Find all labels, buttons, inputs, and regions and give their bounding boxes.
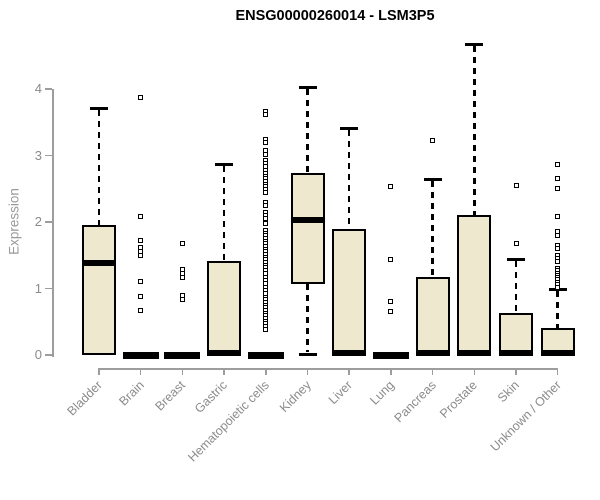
y-tick-label-2: 2 <box>34 214 42 229</box>
outlier-skin-1 <box>513 240 519 246</box>
whisker-high-cap-skin <box>507 257 525 261</box>
y-tick-label-1: 1 <box>34 280 42 296</box>
whisker-high-prostate <box>473 45 476 216</box>
y-tick-label-4: 4 <box>34 81 42 96</box>
outlier-skin-0 <box>513 182 519 188</box>
whisker-high-cap-kidney <box>298 86 317 89</box>
box-kidney <box>290 173 325 284</box>
outlier-brain-2 <box>138 238 144 244</box>
y-tick-label-3: 3 <box>34 147 42 163</box>
outlier-hematopoietic-cells-8 <box>263 163 269 169</box>
outlier-lung-1 <box>388 256 394 262</box>
y-tick-1 <box>45 287 52 290</box>
whisker-low-cap-kidney <box>298 352 317 356</box>
median-gastric <box>207 350 242 356</box>
outlier-hematopoietic-cells-59 <box>263 326 269 332</box>
box-liver <box>332 228 367 355</box>
box-pancreas <box>415 277 450 355</box>
whisker-high-cap-bladder <box>90 106 108 110</box>
whisker-high-gastric <box>222 166 226 262</box>
outlier-unknown-other-10 <box>555 259 561 265</box>
median-kidney <box>290 217 325 223</box>
x-tick-pancreas <box>431 368 434 375</box>
outlier-hematopoietic-cells-1 <box>263 112 269 118</box>
outlier-lung-0 <box>388 183 394 189</box>
outlier-brain-5 <box>138 252 144 258</box>
median-skin <box>499 350 533 356</box>
median-liver <box>332 350 367 356</box>
x-tick-unknown-other <box>556 368 559 375</box>
chart-title: ENSG00000260014 - LSM3P5 <box>235 8 435 24</box>
x-tick-breast <box>181 368 184 375</box>
outlier-brain-7 <box>138 293 144 299</box>
outlier-unknown-other-2 <box>555 185 561 191</box>
whisker-low-kidney <box>306 283 309 352</box>
outlier-hematopoietic-cells-22 <box>263 216 269 222</box>
y-tick-3 <box>45 154 52 157</box>
median-pancreas <box>415 350 450 356</box>
x-tick-prostate <box>473 368 476 375</box>
whisker-high-unknown-other <box>556 291 559 329</box>
x-tick-hematopoietic-cells <box>265 368 267 375</box>
outlier-brain-6 <box>138 279 144 285</box>
x-tick-kidney <box>306 368 309 375</box>
outlier-unknown-other-19 <box>555 284 561 290</box>
whisker-high-cap-gastric <box>215 163 234 167</box>
outlier-unknown-other-5 <box>555 232 561 238</box>
whisker-high-bladder <box>97 109 101 226</box>
median-prostate <box>457 350 492 356</box>
flat-box-breast <box>164 351 201 359</box>
whisker-high-liver <box>347 129 351 229</box>
outlier-unknown-other-0 <box>555 161 561 167</box>
y-tick-label-0: 0 <box>34 347 42 362</box>
outlier-unknown-other-7 <box>555 246 561 252</box>
whisker-high-cap-liver <box>340 126 359 130</box>
whisker-high-pancreas <box>431 180 434 278</box>
box-gastric <box>207 261 242 355</box>
outlier-brain-1 <box>138 214 144 220</box>
outlier-hematopoietic-cells-3 <box>263 140 269 146</box>
outlier-unknown-other-3 <box>555 214 561 220</box>
outlier-breast-5 <box>179 297 185 303</box>
whisker-high-kidney <box>306 89 309 174</box>
flat-box-hematopoietic-cells <box>247 351 284 359</box>
y-tick-0 <box>45 354 52 356</box>
outlier-hematopoietic-cells-17 <box>263 189 269 195</box>
box-prostate <box>457 215 492 355</box>
x-tick-liver <box>348 368 350 375</box>
y-tick-2 <box>45 221 52 223</box>
box-bladder <box>82 225 116 355</box>
box-skin <box>499 313 533 355</box>
x-axis-line <box>99 368 558 370</box>
whisker-high-cap-prostate <box>465 42 484 46</box>
outlier-breast-3 <box>179 274 185 280</box>
whisker-high-skin <box>514 260 518 314</box>
outlier-brain-0 <box>138 95 144 101</box>
median-unknown-other <box>540 350 575 356</box>
y-tick-4 <box>45 88 52 90</box>
whisker-high-cap-unknown-other <box>548 288 567 292</box>
outlier-breast-0 <box>179 240 185 246</box>
outlier-lung-3 <box>388 308 394 314</box>
outlier-hematopoietic-cells-23 <box>263 220 269 226</box>
flat-box-lung <box>372 351 409 359</box>
outlier-hematopoietic-cells-5 <box>263 151 269 157</box>
x-tick-gastric <box>223 368 225 375</box>
median-bladder <box>82 260 116 267</box>
outlier-lung-2 <box>388 299 394 305</box>
x-tick-skin <box>515 368 517 375</box>
x-tick-bladder <box>98 368 100 375</box>
outlier-hematopoietic-cells-19 <box>263 202 269 208</box>
outlier-brain-8 <box>138 307 144 313</box>
y-axis-line <box>52 89 54 357</box>
whisker-high-cap-pancreas <box>423 177 442 181</box>
flat-box-brain <box>122 351 159 359</box>
x-tick-brain <box>139 368 142 375</box>
outlier-unknown-other-1 <box>555 175 561 181</box>
outlier-pancreas-0 <box>430 138 436 144</box>
x-tick-lung <box>390 368 392 375</box>
